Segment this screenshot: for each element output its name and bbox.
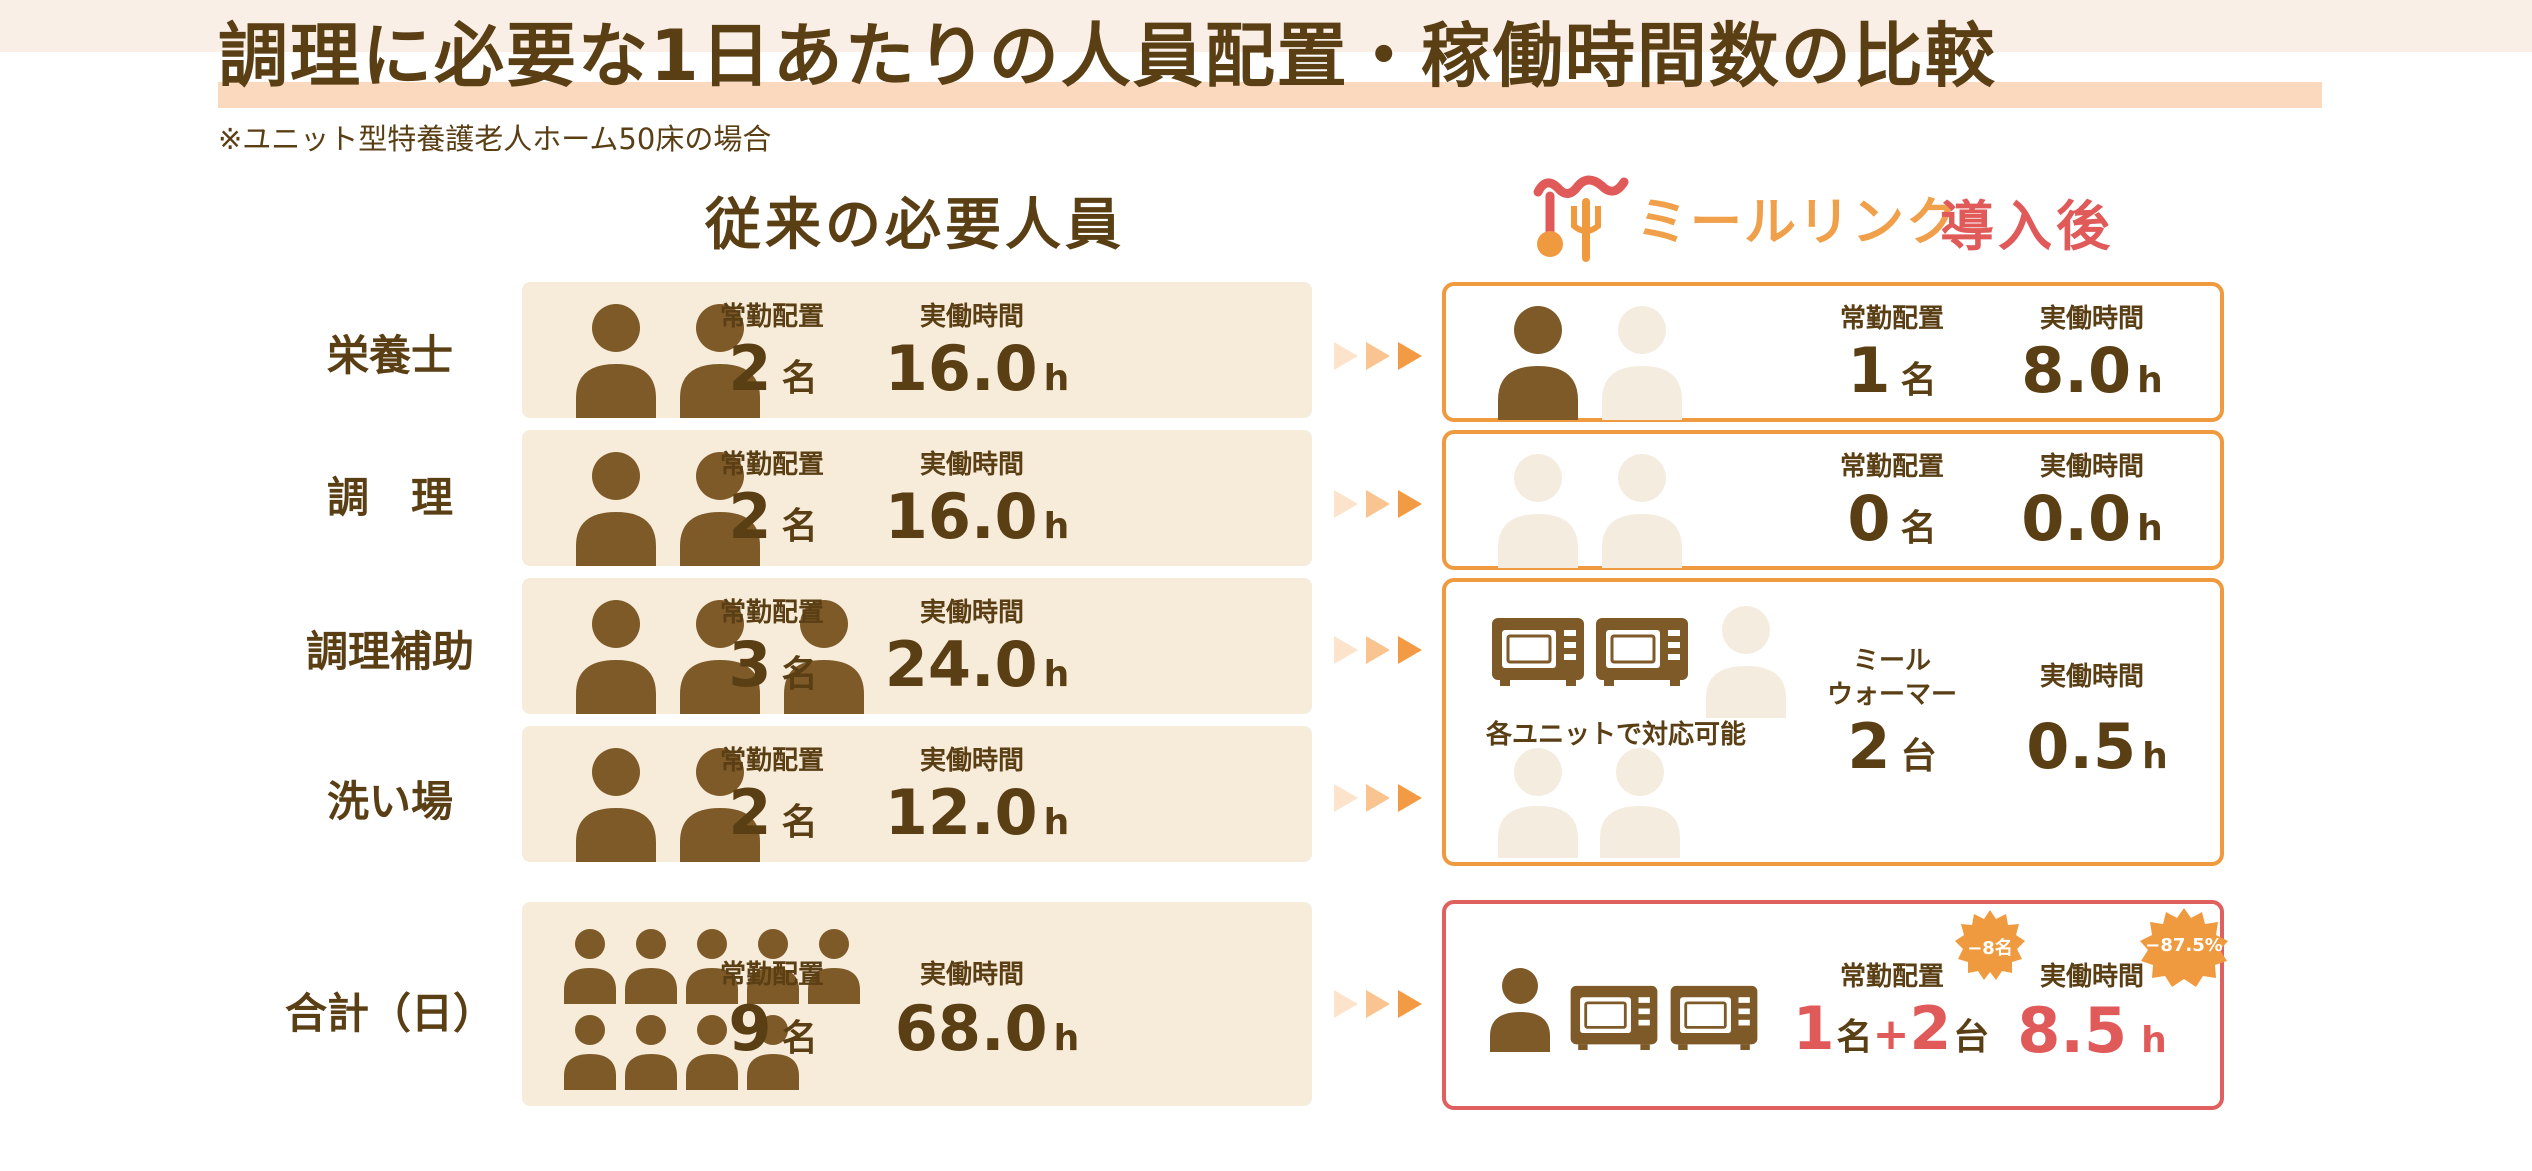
before-heading: 従来の必要人員: [705, 193, 1125, 258]
reduction-badge-staff: −8名: [1954, 910, 2026, 982]
meal-link-logo-text: ミールリンク: [1636, 193, 1961, 253]
person-icon-group: [562, 926, 872, 1094]
person-icon-group: [1494, 448, 1694, 568]
hours-caption: 実働時間: [2039, 452, 2144, 482]
arrow-right-icon: [1330, 336, 1430, 376]
meal-warmer-icon: [1594, 616, 1690, 686]
unit-caption: 各ユニットで対応可能: [1486, 720, 1747, 750]
arrow-right-icon: [1330, 484, 1430, 524]
before-hours-value: 16.0 h: [884, 480, 1070, 553]
arrow-right-icon: [1330, 778, 1430, 818]
person-icon-group: [1490, 594, 1790, 858]
row-label-dishwashing: 洗い場: [326, 777, 453, 826]
placement-caption: 常勤配置: [719, 746, 824, 776]
device-name-line2: ウォーマー: [1826, 680, 1957, 710]
meal-warmer-icon: [1568, 984, 1660, 1050]
after-heading: 導入後: [1940, 195, 2114, 258]
row-label-cooking: 調 理: [326, 473, 453, 522]
before-hours-value: 16.0 h: [884, 332, 1070, 405]
page-title: 調理に必要な1日あたりの人員配置・稼働時間数の比較: [218, 15, 1997, 97]
person-icon: [1488, 966, 1552, 1052]
person-icon-group: [572, 446, 772, 566]
badge-staff-text: −8名: [1967, 938, 2013, 959]
hours-caption: 実働時間: [2039, 304, 2144, 334]
row-label-cooking-assistant: 調理補助: [305, 627, 474, 676]
placement-caption: 常勤配置: [1839, 304, 1944, 334]
hours-caption: 実働時間: [919, 746, 1024, 776]
person-icon-group: [1494, 300, 1694, 420]
hours-caption: 実働時間: [2039, 662, 2144, 692]
person-icon-group: [572, 594, 872, 714]
placement-caption: 常勤配置: [1839, 452, 1944, 482]
row-label-total: 合計（日）: [284, 989, 495, 1038]
after-hours-value: 8.0 h: [2021, 334, 2163, 407]
after-merged-hours-value: 0.5 h: [2026, 710, 2168, 783]
placement-caption: 常勤配置: [719, 302, 824, 332]
condition-note: ※ユニット型特養護老人ホーム50床の場合: [218, 122, 772, 156]
device-name-line1: ミール: [1852, 646, 1931, 676]
hours-caption: 実働時間: [919, 450, 1024, 480]
after-total-staff-value: 1名+2台: [1792, 994, 1990, 1064]
placement-caption: 常勤配置: [1839, 962, 1944, 992]
placement-caption: 常勤配置: [719, 960, 824, 990]
before-hours-value: 24.0 h: [884, 628, 1070, 701]
top-band: [0, 0, 2532, 52]
after-total-hours-value: 8.5 h: [2017, 994, 2167, 1067]
person-icon-group: [572, 742, 772, 862]
title-underline: [218, 82, 2322, 108]
hours-caption: 実働時間: [919, 598, 1024, 628]
arrow-right-icon: [1330, 984, 1430, 1024]
hours-caption: 実働時間: [2039, 962, 2144, 992]
after-hours-value: 0.0 h: [2021, 482, 2163, 555]
before-hours-value: 12.0 h: [884, 776, 1070, 849]
before-total-hours-value: 68.0 h: [894, 992, 1080, 1065]
hours-caption: 実働時間: [919, 960, 1024, 990]
meal-warmer-icon: [1490, 616, 1586, 686]
person-icon-group: [572, 298, 772, 418]
meal-warmer-icon: [1668, 984, 1760, 1050]
reduction-badge-hours: −87.5%: [2138, 908, 2230, 988]
placement-caption: 常勤配置: [719, 450, 824, 480]
after-box-total: 常勤配置 実働時間 1名+2台 8.5 h −8名 −87.5%: [1442, 900, 2228, 1110]
row-label-dietitian: 栄養士: [326, 331, 453, 380]
hours-caption: 実働時間: [919, 302, 1024, 332]
placement-caption: 常勤配置: [719, 598, 824, 628]
badge-hours-text: −87.5%: [2145, 935, 2223, 956]
arrow-right-icon: [1330, 630, 1430, 670]
meal-link-logo-icon: [1528, 172, 1648, 264]
